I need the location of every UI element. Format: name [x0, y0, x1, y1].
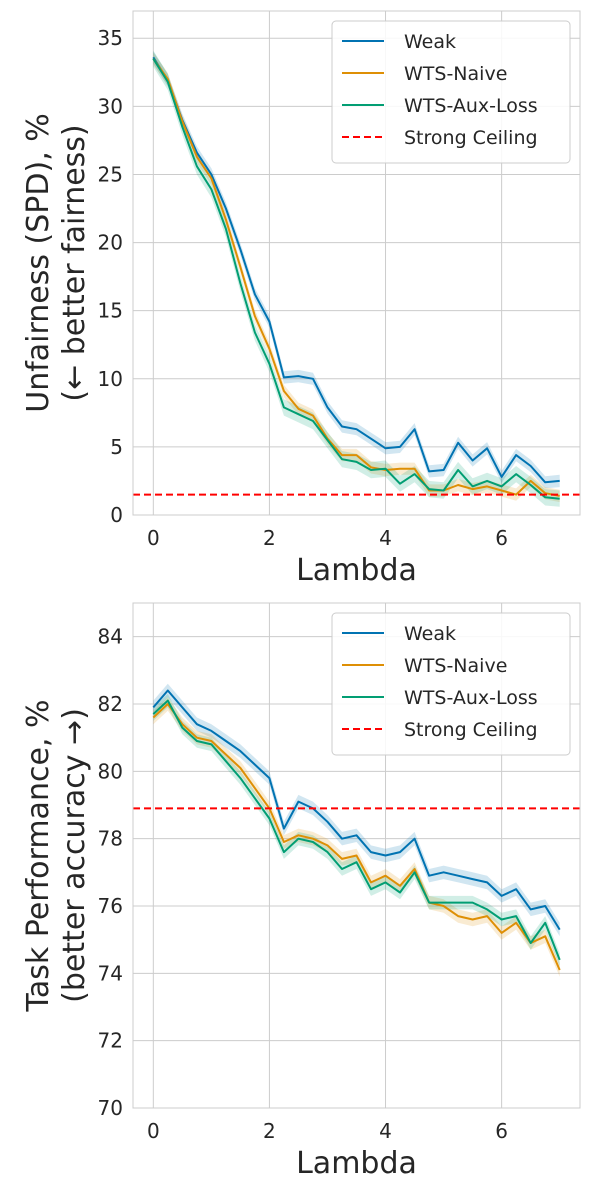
y-tick-label: 78: [98, 827, 123, 851]
plot-frame: [132, 10, 581, 516]
y-tick-label: 84: [98, 625, 123, 649]
legend-box: [331, 612, 571, 756]
legend-label: WTS-Aux-Loss: [404, 687, 538, 709]
y-axis-label-line: (← better fairness): [57, 124, 92, 401]
x-tick-label: 0: [147, 1119, 160, 1143]
series-line-1: [152, 703, 561, 971]
series-line-2: [152, 699, 561, 961]
y-tick-label: 70: [98, 1096, 123, 1120]
y-axis-label: Task Performance, %(better accuracy →): [21, 700, 92, 1013]
y-axis-label: Unfairness (SPD), %(← better fairness): [21, 113, 92, 413]
legend: Weak WTS-Naive WTS-Aux-Loss Strong Ceiling: [331, 20, 571, 164]
y-tick-label: 25: [98, 162, 123, 186]
legend-label: WTS-Aux-Loss: [404, 95, 538, 117]
legend-box: [331, 20, 571, 164]
y-tick-label: 76: [98, 894, 123, 918]
legend: Weak WTS-Naive WTS-Aux-Loss Strong Ceiling: [331, 612, 571, 756]
y-tick-label: 74: [98, 961, 123, 985]
plot-frame: [132, 602, 581, 1109]
x-tick-label: 0: [147, 526, 160, 550]
legend-label: Strong Ceiling: [404, 127, 538, 149]
series-line-0: [152, 689, 561, 931]
y-axis-label-line: (better accuracy →): [57, 708, 92, 1003]
y-tick-label: 72: [98, 1029, 123, 1053]
series-band-0: [153, 683, 560, 937]
x-tick-label: 2: [263, 526, 276, 550]
x-tick-label: 6: [495, 526, 508, 550]
legend-label: Strong Ceiling: [404, 719, 538, 741]
y-tick-label: 20: [98, 231, 123, 255]
panel-1: 0 5 10 15 20 25 30 35 0 2 4 6 Lambda Unfairness (SPD)…: [21, 10, 581, 588]
y-tick-label: 10: [98, 367, 123, 391]
series-line-0: [152, 56, 560, 484]
series-line-2: [152, 58, 560, 500]
x-tick-label: 4: [379, 1119, 392, 1143]
y-tick-label: 15: [98, 299, 123, 323]
y-tick-label: 35: [98, 26, 123, 50]
y-tick-label: 82: [98, 692, 123, 716]
x-tick-label: 6: [495, 1119, 508, 1143]
y-tick-label: 80: [98, 759, 123, 783]
y-axis-label-line: Task Performance, %: [21, 700, 56, 1013]
y-axis-label-line: Unfairness (SPD), %: [21, 113, 56, 413]
legend-label: WTS-Naive: [404, 655, 507, 677]
y-tick-label: 5: [110, 435, 123, 459]
legend-label: Weak: [404, 31, 456, 53]
x-axis-label: Lambda: [296, 553, 417, 588]
y-tick-label: 0: [110, 503, 123, 527]
panel-2: 70 72 74 76 78 80 82 84 0 2 4 6 Lambda Task Performan…: [21, 602, 581, 1181]
x-tick-label: 4: [379, 526, 392, 550]
legend-label: Weak: [404, 623, 456, 645]
legend-label: WTS-Naive: [404, 63, 507, 85]
x-tick-label: 2: [263, 1119, 276, 1143]
series-band-2: [153, 693, 560, 967]
y-tick-label: 30: [98, 94, 123, 118]
x-axis-label: Lambda: [296, 1146, 417, 1181]
series-line-1: [152, 58, 560, 497]
